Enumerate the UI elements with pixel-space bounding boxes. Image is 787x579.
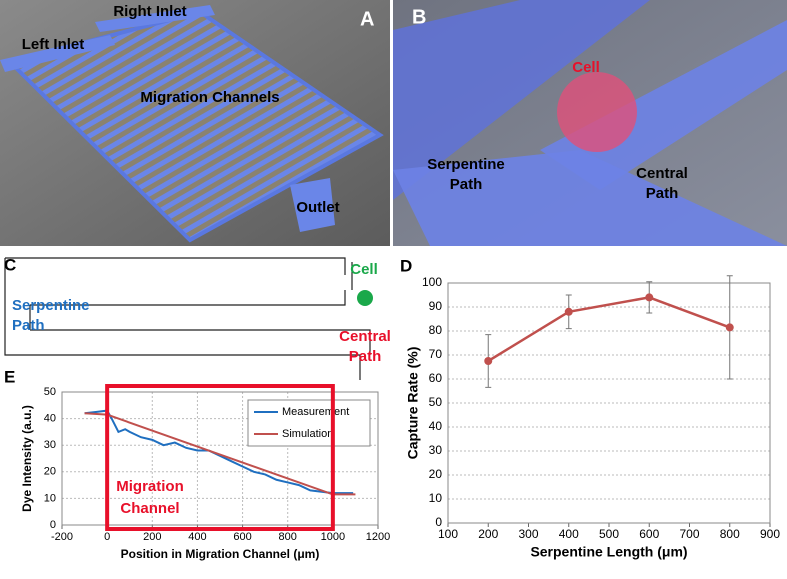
y-tick-label: 70 bbox=[429, 347, 443, 361]
y-tick-label: 60 bbox=[429, 371, 443, 385]
x-tick-label: 400 bbox=[188, 531, 206, 543]
y-tick-label: 30 bbox=[44, 439, 56, 451]
panel-letter: D bbox=[400, 256, 412, 275]
y-tick-label: 20 bbox=[44, 466, 56, 478]
y-tick-label: 50 bbox=[429, 395, 443, 409]
label: Central Path bbox=[339, 328, 391, 365]
x-tick-label: 100 bbox=[438, 527, 458, 541]
label: Right Inlet bbox=[113, 3, 186, 20]
x-tick-label: 700 bbox=[679, 527, 699, 541]
cell-render bbox=[557, 72, 637, 152]
label: Cell bbox=[350, 261, 378, 278]
point bbox=[484, 357, 493, 365]
data-line bbox=[487, 296, 731, 363]
x-tick-label: 600 bbox=[639, 527, 659, 541]
inlet-render bbox=[95, 5, 215, 32]
legend-label: Measurement bbox=[282, 406, 349, 418]
channel-render bbox=[393, 0, 650, 200]
panel-letter: E bbox=[4, 367, 15, 386]
highlight bbox=[105, 384, 335, 531]
y-tick-label: 40 bbox=[44, 413, 56, 425]
y-tick-label: 10 bbox=[429, 491, 443, 505]
y-axis-title: Capture Rate (%) bbox=[405, 347, 421, 460]
panel-b: B Cell Serpentine Path Central Path bbox=[393, 0, 787, 246]
y-tick-label: 50 bbox=[44, 386, 56, 398]
legend-label: Simulation bbox=[282, 428, 333, 440]
panel-letter: A bbox=[360, 8, 374, 30]
panel-a: A Right Inlet Left Inlet Migration Chann… bbox=[0, 0, 390, 246]
annotation: Migration Channel bbox=[116, 478, 184, 517]
x-tick-label: 400 bbox=[559, 527, 579, 541]
x-tick-label: 300 bbox=[518, 527, 538, 541]
x-tick-label: 1200 bbox=[366, 531, 390, 543]
x-tick-label: 500 bbox=[599, 527, 619, 541]
channel-render bbox=[393, 150, 787, 246]
y-tick-label: 80 bbox=[429, 323, 443, 337]
device-render bbox=[6, 9, 384, 243]
x-tick-label: 900 bbox=[760, 527, 780, 541]
panel-letter: B bbox=[412, 6, 426, 28]
outlet-render bbox=[290, 178, 335, 232]
label: Serpentine Path bbox=[427, 156, 505, 193]
x-tick-label: 1000 bbox=[321, 531, 345, 543]
x-tick-label: 600 bbox=[233, 531, 251, 543]
y-axis-title: Dye Intensity (a.u.) bbox=[20, 405, 34, 512]
y-tick-label: 40 bbox=[429, 419, 443, 433]
x-tick-label: -200 bbox=[51, 531, 73, 543]
x-tick-label: 200 bbox=[143, 531, 161, 543]
y-tick-label: 90 bbox=[429, 299, 443, 313]
data-line bbox=[84, 412, 356, 496]
label: Outlet bbox=[296, 199, 339, 216]
label: Cell bbox=[572, 59, 600, 76]
x-tick-label: 800 bbox=[279, 531, 297, 543]
y-tick-label: 30 bbox=[429, 443, 443, 457]
x-axis-title: Serpentine Length (μm) bbox=[530, 544, 687, 560]
y-tick-label: 20 bbox=[429, 467, 443, 481]
plot-frame bbox=[61, 391, 379, 526]
label: Migration Channels bbox=[140, 89, 279, 106]
x-tick-label: 200 bbox=[478, 527, 498, 541]
x-tick-label: 0 bbox=[104, 531, 110, 543]
y-tick-label: 10 bbox=[44, 492, 56, 504]
cell-dot bbox=[357, 290, 373, 306]
label: Central Path bbox=[636, 165, 688, 202]
panel-c bbox=[4, 257, 373, 380]
legend-box bbox=[247, 399, 371, 447]
point bbox=[645, 293, 654, 302]
label: Left Inlet bbox=[22, 36, 85, 53]
y-tick-label: 100 bbox=[422, 275, 442, 289]
y-tick-label: 0 bbox=[50, 519, 56, 531]
x-tick-label: 800 bbox=[720, 527, 740, 541]
plot-frame bbox=[447, 282, 771, 524]
y-tick-label: 0 bbox=[435, 515, 442, 529]
panel-letter: C bbox=[4, 255, 16, 274]
inlet-render bbox=[0, 35, 115, 72]
x-axis-title: Position in Migration Channel (μm) bbox=[121, 547, 320, 561]
schematic bbox=[4, 257, 371, 380]
point bbox=[564, 307, 573, 316]
point bbox=[725, 323, 734, 332]
label: Serpentine Path bbox=[12, 297, 90, 334]
